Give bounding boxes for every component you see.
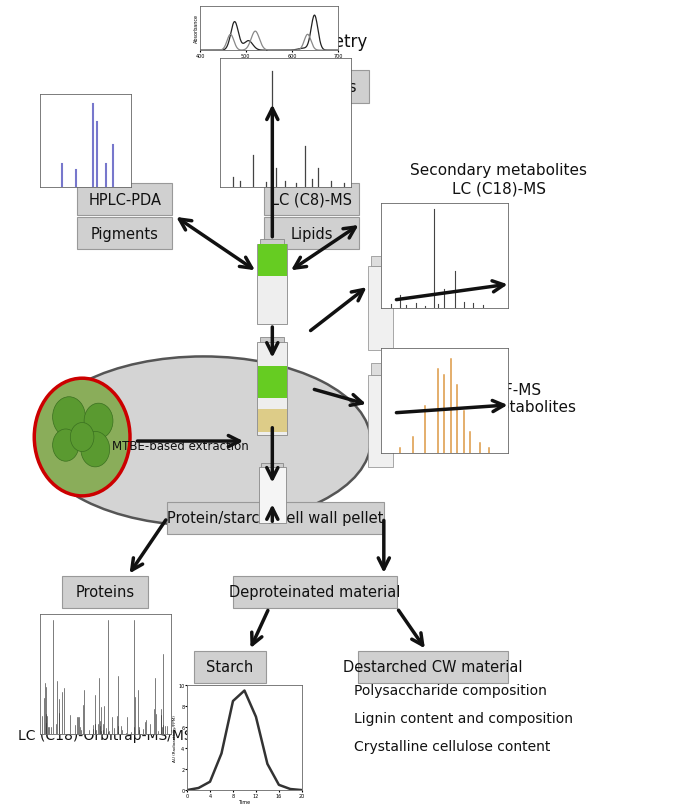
FancyBboxPatch shape xyxy=(264,217,359,250)
FancyBboxPatch shape xyxy=(258,467,286,524)
Circle shape xyxy=(84,404,113,439)
FancyBboxPatch shape xyxy=(368,267,393,351)
FancyBboxPatch shape xyxy=(258,244,287,277)
Text: HPLC-PDA: HPLC-PDA xyxy=(88,192,161,208)
Text: GC-TOF-MS: GC-TOF-MS xyxy=(456,382,541,397)
FancyBboxPatch shape xyxy=(371,364,390,375)
Text: Secondary metabolites: Secondary metabolites xyxy=(410,163,587,178)
Text: Destarched CW material: Destarched CW material xyxy=(343,659,523,675)
Text: Crystalline cellulose content: Crystalline cellulose content xyxy=(354,739,551,753)
FancyBboxPatch shape xyxy=(358,651,508,683)
FancyBboxPatch shape xyxy=(62,576,148,608)
FancyBboxPatch shape xyxy=(264,184,359,216)
Text: Pigments: Pigments xyxy=(91,226,159,242)
FancyBboxPatch shape xyxy=(258,343,288,436)
Circle shape xyxy=(81,432,110,467)
FancyBboxPatch shape xyxy=(254,71,369,104)
Text: MTBE-based extraction: MTBE-based extraction xyxy=(112,439,249,452)
Text: Primary metabolites: Primary metabolites xyxy=(421,400,576,415)
FancyBboxPatch shape xyxy=(77,217,173,250)
Ellipse shape xyxy=(36,357,371,526)
FancyBboxPatch shape xyxy=(258,366,287,398)
FancyBboxPatch shape xyxy=(233,576,397,608)
FancyBboxPatch shape xyxy=(371,256,390,267)
FancyBboxPatch shape xyxy=(258,409,287,432)
FancyBboxPatch shape xyxy=(261,463,284,471)
Text: Starch: Starch xyxy=(206,659,253,675)
Circle shape xyxy=(34,379,130,496)
Text: Proteins: Proteins xyxy=(75,585,135,599)
Circle shape xyxy=(53,397,86,437)
Text: LC (C8)-MS: LC (C8)-MS xyxy=(271,192,352,208)
Text: LC (C18)-MS: LC (C18)-MS xyxy=(451,181,545,196)
FancyBboxPatch shape xyxy=(167,502,384,534)
FancyBboxPatch shape xyxy=(260,337,284,354)
FancyBboxPatch shape xyxy=(77,184,173,216)
FancyBboxPatch shape xyxy=(194,651,266,683)
FancyBboxPatch shape xyxy=(258,244,288,324)
FancyBboxPatch shape xyxy=(260,239,284,254)
Circle shape xyxy=(71,423,94,452)
Text: Protein/starch/ cell wall pellet: Protein/starch/ cell wall pellet xyxy=(167,510,384,526)
Text: LC (C18)-Orbitrap-MS/MS: LC (C18)-Orbitrap-MS/MS xyxy=(18,727,192,742)
Circle shape xyxy=(53,430,79,461)
Text: Spectrometry: Spectrometry xyxy=(255,33,369,51)
Text: Lignin content and composition: Lignin content and composition xyxy=(354,711,573,725)
Text: Polysaccharide composition: Polysaccharide composition xyxy=(354,683,547,697)
FancyBboxPatch shape xyxy=(368,375,393,468)
Text: Deproteinated material: Deproteinated material xyxy=(229,585,401,599)
Text: Lipids: Lipids xyxy=(290,226,333,242)
Text: Chlorophylls: Chlorophylls xyxy=(266,79,357,95)
